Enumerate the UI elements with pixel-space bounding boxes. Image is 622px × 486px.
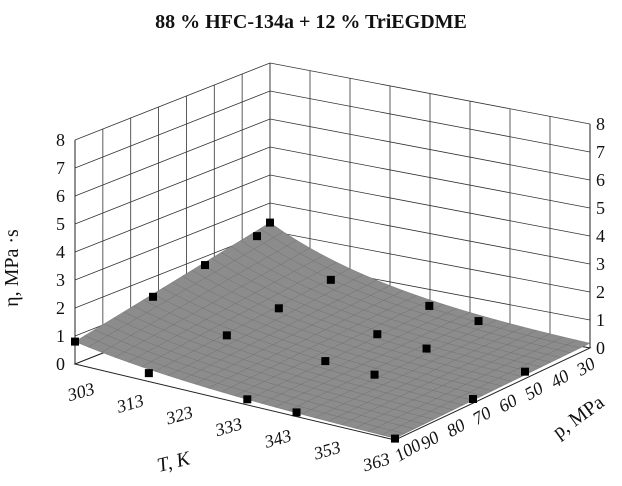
gridline-z (74, 146, 591, 225)
z-tick-label-right: 6 (596, 170, 605, 190)
z-tick-label-right: 3 (596, 254, 605, 274)
surface-layer (74, 222, 591, 439)
data-point (253, 232, 261, 241)
x-axis-label: T, K (155, 447, 194, 477)
grid-layer (73, 62, 592, 441)
data-point (71, 337, 79, 346)
points-layer (71, 218, 529, 443)
z-tick-label-left: 0 (56, 354, 65, 374)
x-tick-label: 303 (64, 378, 96, 405)
z-tick-label-right: 4 (596, 226, 605, 246)
data-point (521, 367, 529, 376)
data-point (266, 218, 274, 227)
data-point (274, 304, 283, 313)
z-tick-label-left: 6 (56, 186, 65, 206)
x-tick-label: 333 (212, 414, 244, 441)
y-tick-label: 30 (572, 353, 598, 380)
data-point (201, 261, 209, 270)
z-tick-label-left: 7 (56, 158, 65, 178)
data-point (370, 370, 379, 379)
y-axis-label: p, MPa (549, 391, 609, 443)
data-point (243, 395, 252, 404)
z-tick-label-right: 1 (596, 310, 605, 330)
y-tick-label: 60 (495, 390, 521, 416)
data-point (222, 331, 231, 340)
x-tick-label: 353 (310, 437, 342, 464)
y-tick-label: 70 (469, 402, 495, 428)
z-tick-label-right: 0 (596, 338, 605, 358)
data-point (373, 330, 382, 339)
gridline-z (74, 118, 591, 197)
z-tick-label-right: 2 (596, 282, 605, 302)
z-tick-label-left: 5 (56, 214, 65, 234)
x-tick-label: 313 (114, 390, 146, 417)
x-tick-label: 363 (360, 449, 392, 476)
data-point (326, 275, 335, 284)
data-point (149, 292, 157, 301)
data-point (474, 317, 483, 326)
z-tick-label-left: 8 (56, 130, 65, 150)
chart-title: 88 % HFC-134a + 12 % TriEGDME (155, 11, 467, 33)
data-point (391, 434, 399, 443)
data-point (422, 344, 431, 353)
data-point (425, 301, 434, 310)
z-tick-label-right: 7 (596, 142, 605, 162)
gridline-z (74, 90, 591, 169)
gridline-z (74, 174, 591, 253)
data-point (321, 357, 330, 366)
surface-cell (566, 339, 591, 349)
z-tick-label-left: 3 (56, 270, 65, 290)
x-tick-label: 323 (163, 402, 195, 429)
y-tick-label: 50 (521, 378, 547, 404)
z-tick-label-left: 4 (56, 242, 65, 262)
x-tick-label: 343 (261, 425, 293, 452)
z-tick-label-left: 1 (56, 326, 65, 346)
y-tick-label: 80 (443, 415, 469, 441)
z-tick-label-left: 2 (56, 298, 65, 318)
data-point (292, 408, 301, 417)
gridline-z (74, 62, 591, 141)
data-point (469, 395, 477, 403)
z-tick-label-right: 8 (596, 114, 605, 134)
data-point (144, 369, 153, 378)
y-tick-label: 40 (547, 366, 573, 392)
z-axis-label: η, MPa ·s (1, 229, 23, 307)
z-tick-label-right: 5 (596, 198, 605, 218)
